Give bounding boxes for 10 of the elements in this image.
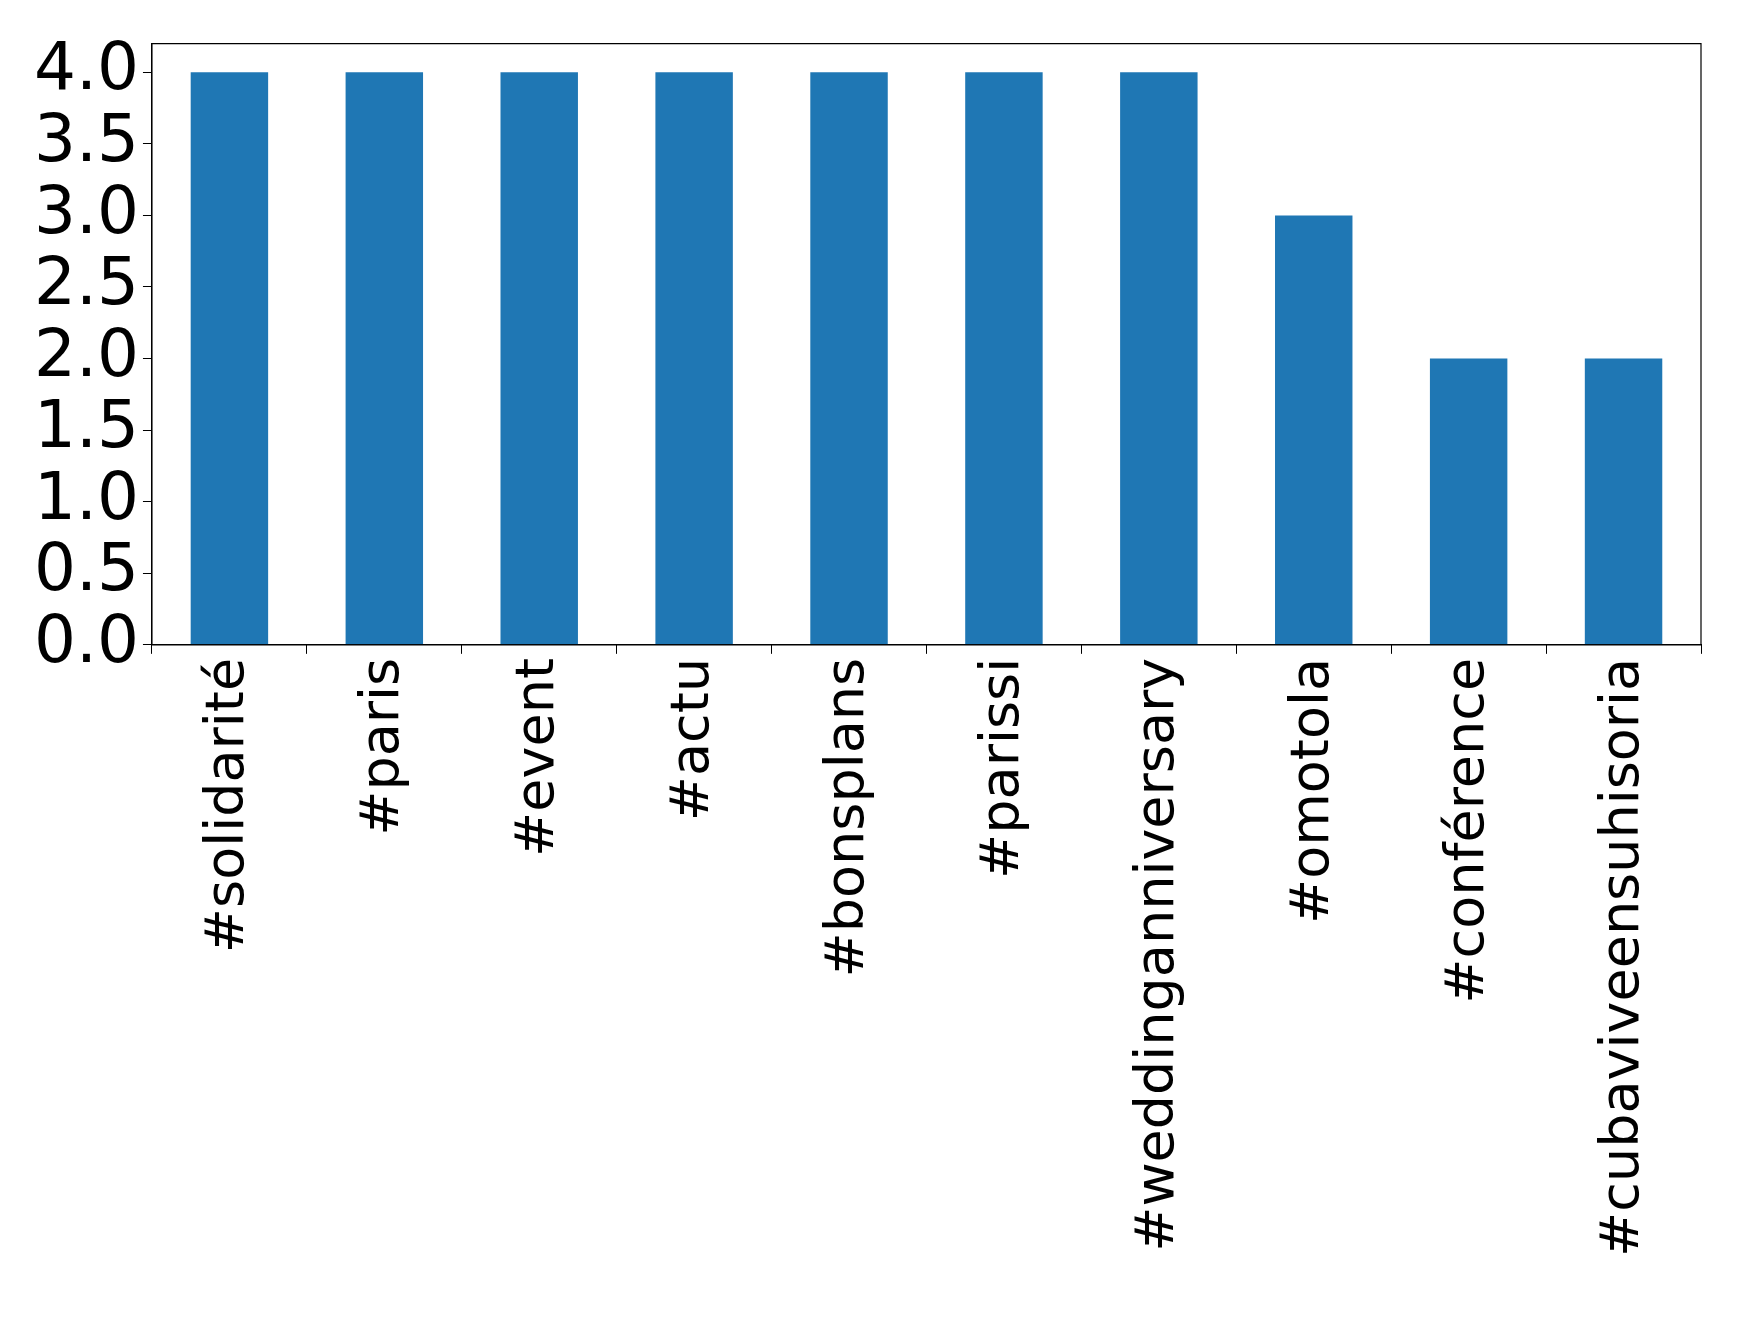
x-tick-label: #parissi [967, 657, 1031, 879]
x-tick-label: #omotola [1277, 657, 1341, 925]
x-tick-label: #cubaviveensuhisoria [1587, 657, 1651, 1257]
x-tick-label: #weddinganniversary [1122, 657, 1186, 1252]
x-tick-label: #bonsplans [813, 657, 877, 978]
x-tick-label: #conférence [1432, 657, 1496, 1004]
x-tick-label: #actu [658, 657, 722, 822]
x-tick-label: #event [503, 657, 567, 857]
x-tick-label: #solidarité [193, 657, 257, 954]
x-tick-label: #paris [348, 657, 412, 836]
